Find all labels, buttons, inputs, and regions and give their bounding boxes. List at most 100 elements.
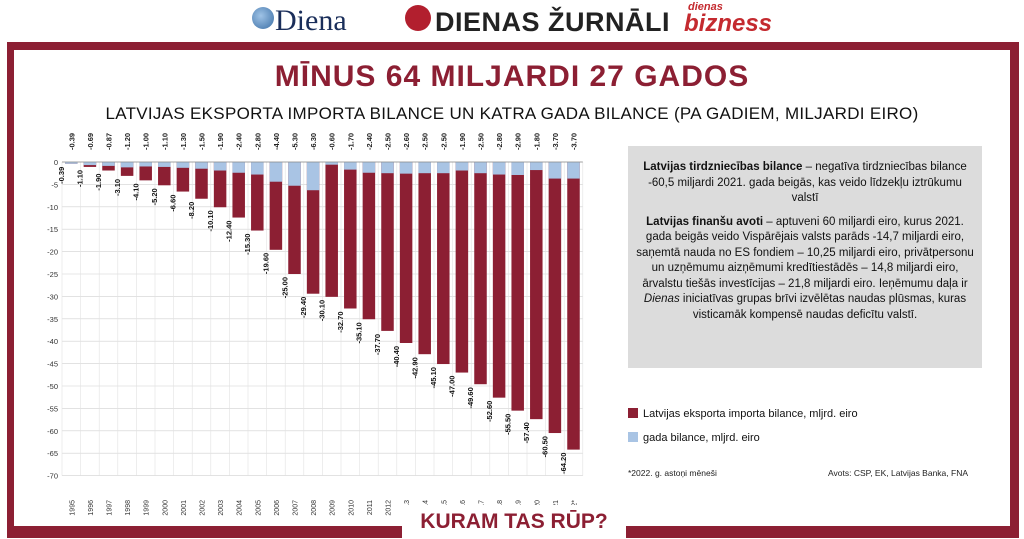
y-tick-label: -50 <box>47 382 58 391</box>
cumulative-bar <box>455 162 469 373</box>
cumulative-value-label: -10.10 <box>206 210 215 231</box>
x-tick-label: 2010 <box>348 500 355 516</box>
cumulative-bar <box>474 162 487 385</box>
annual-value-label: -1.70 <box>346 133 355 150</box>
cumulative-bar <box>344 162 357 309</box>
legend-item-cumulative: Latvijas eksporta importa bilance, mljrd… <box>628 408 858 420</box>
cumulative-value-label: -25.00 <box>280 277 289 298</box>
annual-bar <box>158 162 171 167</box>
cumulative-value-label: -6.60 <box>169 195 178 212</box>
info-finance-sources: Latvijas finanšu avoti – aptuveni 60 mil… <box>636 215 974 321</box>
annual-value-label: -1.90 <box>216 133 225 150</box>
annual-value-label: -2.50 <box>477 133 486 150</box>
cumulative-bar <box>492 162 506 398</box>
annual-bar <box>437 162 450 174</box>
annual-value-label: -3.70 <box>551 133 560 150</box>
cumulative-bar <box>399 162 413 343</box>
cumulative-value-label: -29.40 <box>299 297 308 318</box>
page-subtitle: LATVIJAS EKSPORTA IMPORTA BILANCE UN KAT… <box>105 104 919 123</box>
cumulative-value-label: -1.10 <box>76 170 85 187</box>
dienas-bizness-logo-top: dienas <box>688 1 723 13</box>
legend-item-annual: gada bilance, mljrd. eiro <box>628 432 760 444</box>
x-tick-label: 1995 <box>69 500 76 516</box>
x-tick-label: 2007 <box>293 500 300 516</box>
y-tick-label: -40 <box>47 337 58 346</box>
cumulative-value-label: -64.20 <box>559 453 568 474</box>
x-tick-label: 1998 <box>125 500 132 516</box>
cumulative-bar <box>269 162 283 250</box>
cumulative-bar <box>567 162 580 450</box>
annual-value-label: -2.50 <box>421 133 430 150</box>
y-tick-label: -5 <box>51 180 58 189</box>
annual-bar <box>325 162 338 165</box>
annual-bar <box>269 162 283 182</box>
footnote: *2022. g. astoņi mēneši <box>628 468 717 478</box>
cumulative-bar <box>251 162 264 231</box>
annual-value-label: -1.10 <box>160 133 169 150</box>
diena-logo: Diena <box>275 4 347 37</box>
annual-value-label: -3.70 <box>570 133 579 150</box>
annual-bar <box>83 162 97 166</box>
annual-value-label: -2.60 <box>402 133 411 150</box>
annual-bar <box>381 162 394 174</box>
info-trade-balance: Latvijas tirdzniecības bilance – negatīv… <box>643 161 967 204</box>
cumulative-bar <box>176 162 190 192</box>
annual-value-label: -2.90 <box>514 133 523 150</box>
y-tick-label: -70 <box>47 472 58 481</box>
source-note: Avots: CSP, EK, Latvijas Banka, FNA <box>828 468 969 478</box>
annual-bar <box>213 162 227 171</box>
x-tick-label: 2008 <box>311 500 318 516</box>
cumulative-value-label: -40.40 <box>392 346 401 367</box>
annual-bar <box>418 162 431 174</box>
x-tick-label: 2005 <box>255 500 262 516</box>
annual-value-label: -2.50 <box>439 133 448 150</box>
footer-tab <box>402 505 626 539</box>
annual-value-label: -2.80 <box>253 133 262 150</box>
cumulative-bar <box>530 162 543 420</box>
cumulative-bar <box>195 162 208 199</box>
cumulative-bar <box>325 162 338 297</box>
cumulative-bar <box>139 162 152 181</box>
cumulative-bar <box>102 162 115 171</box>
cumulative-bar <box>381 162 394 331</box>
annual-value-label: -1.30 <box>179 133 188 150</box>
annual-bar <box>455 162 469 171</box>
annual-value-label: -2.80 <box>495 133 504 150</box>
cumulative-value-label: -0.39 <box>57 167 66 184</box>
y-tick-label: -30 <box>47 292 58 301</box>
annual-bar <box>511 162 524 175</box>
x-tick-label: 2000 <box>162 500 169 516</box>
annual-bar <box>251 162 264 175</box>
globe-icon <box>252 7 274 29</box>
annual-bar <box>120 162 134 168</box>
annual-bar <box>474 162 487 174</box>
cumulative-value-label: -8.20 <box>187 202 196 219</box>
annual-value-label: -2.50 <box>384 133 393 150</box>
annual-bar <box>548 162 562 179</box>
cumulative-bar <box>288 162 301 274</box>
dienas-bizness-logo: bizness <box>684 10 773 37</box>
cumulative-value-label: -3.10 <box>113 179 122 196</box>
legend-swatch-cumulative <box>628 408 638 418</box>
cumulative-value-label: -42.90 <box>410 357 419 378</box>
y-tick-label: -55 <box>47 404 58 413</box>
y-tick-label: 0 <box>54 158 58 167</box>
annual-bar <box>139 162 152 167</box>
cumulative-value-label: -37.70 <box>373 334 382 355</box>
annual-bar <box>362 162 376 173</box>
cumulative-value-label: -1.90 <box>94 174 103 191</box>
x-tick-label: 2001 <box>181 500 188 516</box>
annual-value-label: -2.40 <box>365 133 374 150</box>
cumulative-bar <box>437 162 450 365</box>
cumulative-bar <box>362 162 376 320</box>
cumulative-value-label: -60.50 <box>541 436 550 457</box>
x-tick-label: 2012 <box>386 500 393 516</box>
x-tick-label: 2003 <box>218 500 225 516</box>
x-tick-label: 1997 <box>107 500 114 516</box>
cumulative-value-label: -47.00 <box>448 376 457 397</box>
cumulative-value-label: -55.50 <box>503 414 512 435</box>
cumulative-bar <box>232 162 245 218</box>
annual-value-label: -5.30 <box>291 133 300 150</box>
y-tick-label: -45 <box>47 360 58 369</box>
